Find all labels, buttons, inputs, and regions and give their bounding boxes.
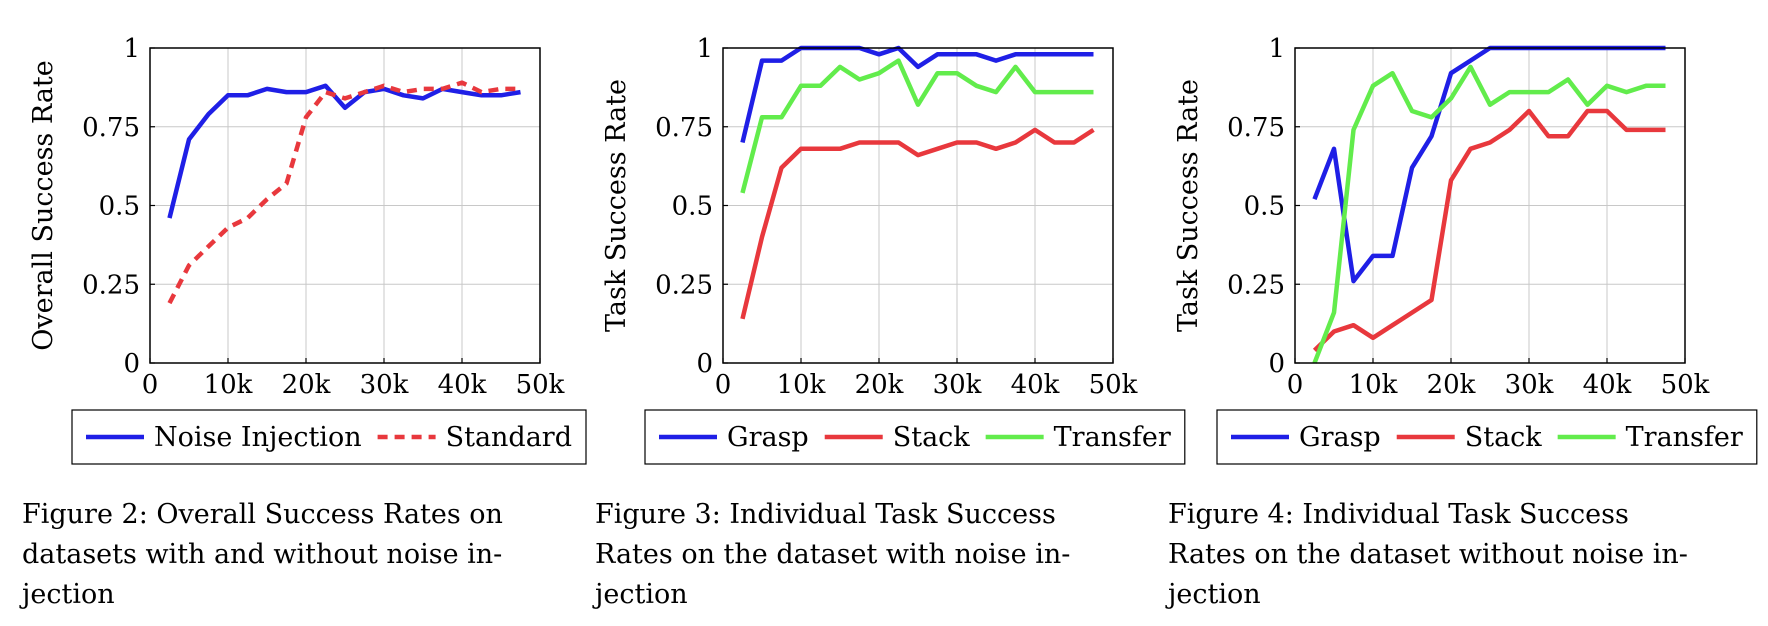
y-tick-label: 0.75	[1227, 113, 1285, 143]
y-tick-label: 0	[1268, 349, 1285, 379]
y-tick-label: 1	[123, 34, 140, 64]
caption-line: Rates on the dataset without noise in-	[1168, 539, 1688, 570]
y-axis-title: Task Success Rate	[1173, 79, 1204, 332]
series-line-grasp	[1312, 45, 1666, 284]
x-tick-label: 50k	[1089, 370, 1138, 400]
legend-label: Grasp	[727, 422, 809, 453]
legend: Grasp Stack Transfer	[1216, 409, 1758, 465]
caption-line: datasets with and without noise in-	[22, 539, 503, 570]
legend-box	[71, 409, 587, 465]
figure-2-caption: Figure 2: Overall Success Rates on datas…	[22, 495, 567, 615]
legend-box	[1216, 409, 1758, 465]
legend-box	[644, 409, 1186, 465]
x-tick-label: 0	[1287, 370, 1304, 400]
legend: Noise Injection Standard	[71, 409, 587, 465]
x-tick-label: 10k	[777, 370, 826, 400]
x-tick-label: 50k	[1661, 370, 1710, 400]
caption-line: Figure 2: Overall Success Rates on	[22, 499, 503, 530]
y-tick-label: 0.5	[672, 192, 713, 222]
y-tick-label: 0.25	[655, 270, 713, 300]
x-tick-label: 50k	[516, 370, 565, 400]
x-tick-label: 20k	[1427, 370, 1476, 400]
figure-4-caption: Figure 4: Individual Task Success Rates …	[1168, 495, 1713, 615]
legend: Grasp Stack Transfer	[644, 409, 1186, 465]
x-tick-label: 30k	[1505, 370, 1554, 400]
series-line-transfer	[740, 58, 1094, 194]
legend-label: Noise Injection	[154, 422, 362, 453]
y-tick-label: 0.5	[1244, 192, 1285, 222]
legend-label: Transfer	[1054, 422, 1171, 453]
legend-label: Transfer	[1626, 422, 1743, 453]
x-tick-label: 40k	[1011, 370, 1060, 400]
series-line-standard	[167, 80, 521, 305]
caption-line: Figure 3: Individual Task Success	[595, 499, 1056, 530]
legend-label: Stack	[1465, 422, 1543, 453]
y-tick-label: 0.75	[655, 113, 713, 143]
series-line-transfer	[1312, 64, 1666, 364]
caption-line: jection	[595, 579, 688, 610]
series-line-stack	[1312, 108, 1666, 353]
x-tick-label: 10k	[204, 370, 253, 400]
caption-line: Figure 4: Individual Task Success	[1168, 499, 1629, 530]
caption-line: jection	[1168, 579, 1261, 610]
caption-line: Rates on the dataset with noise in-	[595, 539, 1071, 570]
legend-label: Stack	[893, 422, 971, 453]
y-tick-label: 0.5	[99, 192, 140, 222]
series-line-noise-injection	[167, 83, 521, 219]
x-tick-label: 40k	[1583, 370, 1632, 400]
y-tick-label: 0	[123, 349, 140, 379]
y-axis-title: Overall Success Rate	[28, 60, 59, 351]
x-tick-label: 40k	[438, 370, 487, 400]
x-tick-label: 30k	[933, 370, 982, 400]
chart-4: 0 10k 20k 30k 40k 50k 0 0.25 0.5 0.75 1 Task Succes…	[1173, 34, 1758, 465]
chart-2: 0 10k 20k 30k 40k 50k 0 0.25 0.5 0.75 1 Overall Suc…	[28, 34, 587, 465]
y-tick-label: 0.75	[82, 113, 140, 143]
y-axis-title: Task Success Rate	[601, 79, 632, 332]
x-tick-label: 20k	[855, 370, 904, 400]
legend-label: Grasp	[1299, 422, 1381, 453]
legend-label: Standard	[446, 422, 572, 453]
x-tick-label: 20k	[282, 370, 331, 400]
caption-line: jection	[22, 579, 115, 610]
chart-3: 0 10k 20k 30k 40k 50k 0 0.25 0.5 0.75 1 Task Succes…	[601, 34, 1186, 465]
y-tick-label: 1	[1268, 34, 1285, 64]
x-tick-label: 0	[142, 370, 159, 400]
y-tick-label: 0.25	[82, 270, 140, 300]
x-tick-label: 0	[715, 370, 732, 400]
y-tick-label: 0	[696, 349, 713, 379]
figure-3-caption: Figure 3: Individual Task Success Rates …	[595, 495, 1140, 615]
x-tick-label: 30k	[360, 370, 409, 400]
series-line-stack	[740, 127, 1095, 320]
x-tick-label: 10k	[1349, 370, 1398, 400]
y-tick-label: 1	[696, 34, 713, 64]
y-tick-label: 0.25	[1227, 270, 1285, 300]
